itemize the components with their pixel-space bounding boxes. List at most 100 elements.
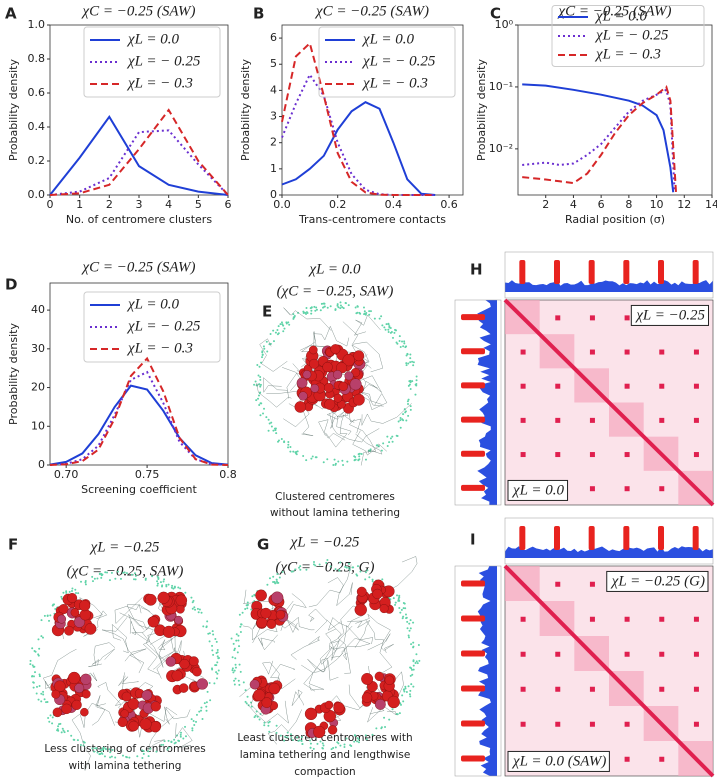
track-peak	[461, 348, 485, 355]
track-frame	[504, 517, 714, 565]
lamina-bead	[409, 387, 412, 390]
lamina-bead	[61, 727, 64, 730]
lamina-bead	[65, 591, 68, 594]
lamina-bead	[309, 746, 312, 749]
lamina-bead	[402, 601, 405, 604]
lamina-bead	[37, 638, 40, 641]
lamina-bead	[177, 586, 180, 589]
centromere-bead	[349, 378, 362, 391]
heatmap-spot	[693, 686, 699, 692]
lamina-bead	[406, 353, 409, 356]
lamina-bead	[347, 566, 350, 569]
lamina-bead	[238, 645, 241, 648]
series-line	[522, 83, 675, 193]
lamina-bead	[381, 324, 384, 327]
lamina-bead	[366, 569, 369, 572]
lamina-bead	[35, 685, 38, 688]
chromatin-strand	[325, 414, 348, 448]
lamina-bead	[338, 569, 341, 572]
lamina-bead	[233, 669, 236, 672]
centromere-bead	[333, 702, 345, 714]
chromatin-strand	[329, 413, 380, 443]
lamina-bead	[314, 564, 317, 567]
lamina-bead	[329, 565, 332, 568]
lamina-bead	[323, 305, 326, 308]
lamina-bead	[160, 743, 163, 746]
y-tick-label: 4	[270, 83, 277, 96]
lamina-bead	[407, 362, 410, 365]
lamina-bead	[310, 457, 313, 460]
lamina-bead	[391, 708, 394, 711]
lamina-bead	[412, 660, 415, 663]
chromatin-strand	[270, 663, 296, 690]
chromatin-strand	[114, 597, 145, 630]
lamina-bead	[203, 702, 206, 705]
lamina-bead	[339, 744, 342, 747]
lamina-bead	[191, 601, 194, 604]
lamina-bead	[231, 669, 234, 672]
lamina-bead	[56, 729, 59, 732]
legend-frame	[83, 26, 221, 98]
lamina-bead	[62, 591, 65, 594]
x-tick-label: 4	[165, 198, 172, 211]
lamina-bead	[305, 307, 308, 310]
lamina-bead	[416, 662, 419, 665]
chromatin-strand	[267, 709, 302, 745]
track-peak	[461, 484, 485, 491]
legend-label: χL = − 0.25	[594, 27, 669, 43]
chromatin-strand	[326, 407, 348, 429]
lamina-bead	[277, 325, 280, 328]
chromatin-strand	[329, 605, 359, 650]
heatmap-spot	[589, 349, 595, 355]
centromere-bead	[51, 689, 61, 699]
lamina-bead	[277, 440, 280, 443]
lamina-bead	[394, 601, 397, 604]
panel-letter: H	[470, 261, 483, 279]
heatmap-spot	[693, 417, 699, 423]
lamina-bead	[200, 706, 203, 709]
track-side	[477, 566, 497, 776]
legend-label: χL = − 0.3	[361, 75, 428, 91]
lamina-bead	[38, 685, 41, 688]
lamina-bead	[333, 458, 336, 461]
lamina-bead	[100, 749, 103, 752]
lamina-bead	[346, 460, 349, 463]
lamina-bead	[314, 456, 317, 459]
centromere-bead	[57, 614, 67, 624]
lamina-bead	[407, 685, 410, 688]
lamina-bead	[281, 323, 284, 326]
lamina-bead	[46, 614, 49, 617]
x-tick-label: 3	[136, 198, 143, 211]
heatmap-spot	[520, 452, 526, 458]
lamina-bead	[368, 313, 371, 316]
lamina-bead	[405, 617, 408, 620]
lamina-bead	[119, 577, 122, 580]
chromatin-strand	[262, 660, 280, 688]
lamina-bead	[59, 722, 62, 725]
lamina-bead	[171, 584, 174, 587]
track-peak	[692, 526, 699, 550]
lamina-bead	[258, 718, 261, 721]
lamina-bead	[285, 322, 288, 325]
lamina-bead	[170, 740, 173, 743]
lamina-bead	[360, 452, 363, 455]
heatmap-spot	[659, 383, 665, 389]
track-peak	[588, 260, 595, 284]
heatmap-spot	[659, 349, 665, 355]
annotation-layer: χL = −0.25 χL = 0.0 χL = −0.25 (G) χL = 0.0…	[511, 307, 705, 769]
lamina-bead	[239, 625, 242, 628]
lamina-bead	[405, 364, 408, 367]
lamina-bead	[206, 690, 209, 693]
lamina-bead	[399, 611, 402, 614]
lamina-bead	[399, 345, 402, 348]
lamina-bead	[294, 568, 297, 571]
lamina-bead	[284, 735, 287, 738]
lamina-bead	[309, 742, 312, 745]
lamina-bead	[410, 683, 413, 686]
track-peak	[461, 450, 485, 457]
lamina-bead	[100, 576, 103, 579]
centromere-bead	[324, 700, 334, 710]
lamina-bead	[306, 311, 309, 314]
lamina-bead	[70, 590, 73, 593]
